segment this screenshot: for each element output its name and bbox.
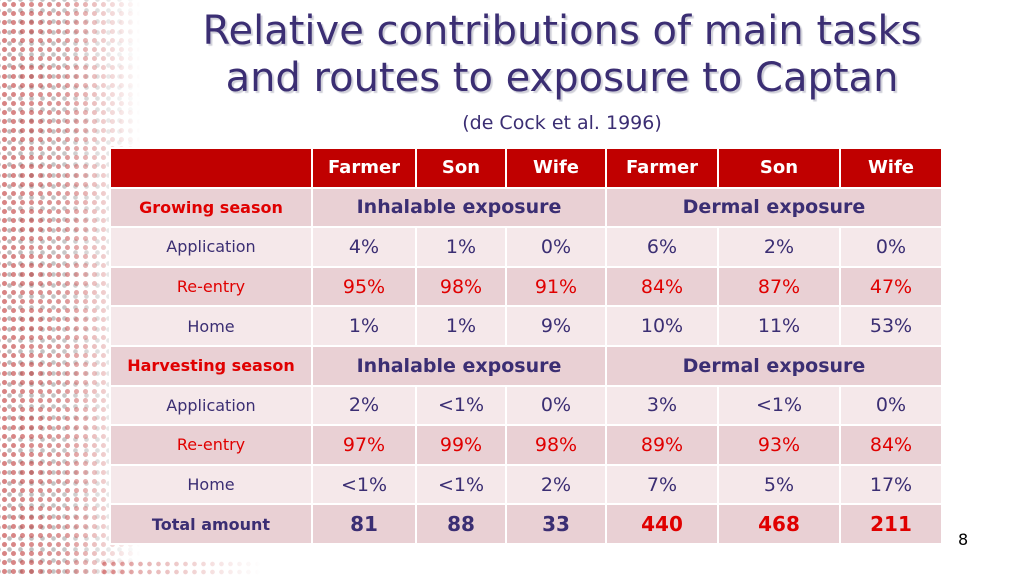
- table-row: Application 4% 1% 0% 6% 2% 0%: [109, 226, 943, 268]
- total-cell: 211: [839, 503, 943, 545]
- table-cell: 5%: [717, 463, 841, 506]
- table-row: Home 1% 1% 9% 10% 11% 53%: [109, 305, 943, 347]
- table-cell: <1%: [311, 463, 417, 506]
- row-label: Re-entry: [109, 424, 313, 466]
- table-cell: 84%: [605, 265, 719, 308]
- harvesting-season-row: Harvesting season Inhalable exposure Der…: [109, 344, 943, 387]
- table-cell: 91%: [505, 265, 607, 308]
- table-cell: 93%: [717, 424, 841, 466]
- table-cell: 84%: [839, 424, 943, 466]
- decorative-dot-pattern-bottom: [100, 560, 260, 576]
- table-cell: <1%: [717, 384, 841, 427]
- header-son-inhalable: Son: [415, 147, 507, 189]
- table-cell: 2%: [505, 463, 607, 506]
- total-cell: 81: [311, 503, 417, 545]
- title-line-2: and routes to exposure to Captan: [225, 55, 899, 101]
- table-cell: 6%: [605, 226, 719, 268]
- table-cell: 10%: [605, 305, 719, 347]
- row-label: Re-entry: [109, 265, 313, 308]
- growing-season-row: Growing season Inhalable exposure Dermal…: [109, 186, 943, 229]
- header-wife-dermal: Wife: [839, 147, 943, 189]
- table-row: Re-entry 95% 98% 91% 84% 87% 47%: [109, 265, 943, 308]
- table-header-row: Farmer Son Wife Farmer Son Wife: [109, 147, 943, 189]
- row-label: Home: [109, 305, 313, 347]
- total-row: Total amount 81 88 33 440 468 211: [109, 503, 943, 545]
- total-cell: 33: [505, 503, 607, 545]
- slide-title: Relative contributions of main tasks and…: [140, 8, 984, 102]
- table-cell: 9%: [505, 305, 607, 347]
- table-cell: 53%: [839, 305, 943, 347]
- header-wife-inhalable: Wife: [505, 147, 607, 189]
- table-cell: 4%: [311, 226, 417, 268]
- table-cell: 0%: [839, 384, 943, 427]
- table-cell: 1%: [415, 226, 507, 268]
- harvesting-dermal-group: Dermal exposure: [605, 344, 943, 387]
- table-cell: 0%: [505, 226, 607, 268]
- table-row: Re-entry 97% 99% 98% 89% 93% 84%: [109, 424, 943, 466]
- growing-inhalable-group: Inhalable exposure: [311, 186, 607, 229]
- growing-dermal-group: Dermal exposure: [605, 186, 943, 229]
- page-number: 8: [958, 530, 969, 549]
- table-cell: 47%: [839, 265, 943, 308]
- table-cell: 98%: [415, 265, 507, 308]
- table-cell: 98%: [505, 424, 607, 466]
- title-line-1: Relative contributions of main tasks: [202, 8, 922, 54]
- growing-season-label: Growing season: [109, 186, 313, 229]
- row-label: Home: [109, 463, 313, 506]
- table-cell: 89%: [605, 424, 719, 466]
- table-cell: 2%: [311, 384, 417, 427]
- row-label: Application: [109, 384, 313, 427]
- table-row: Application 2% <1% 0% 3% <1% 0%: [109, 384, 943, 427]
- total-cell: 88: [415, 503, 507, 545]
- table-cell: 95%: [311, 265, 417, 308]
- table-cell: 87%: [717, 265, 841, 308]
- table-cell: 11%: [717, 305, 841, 347]
- table-cell: 97%: [311, 424, 417, 466]
- total-label: Total amount: [109, 503, 313, 545]
- table-cell: <1%: [415, 463, 507, 506]
- header-cell-blank: [109, 147, 313, 189]
- table-cell: 17%: [839, 463, 943, 506]
- table-cell: 1%: [311, 305, 417, 347]
- table-row: Home <1% <1% 2% 7% 5% 17%: [109, 463, 943, 506]
- total-cell: 468: [717, 503, 841, 545]
- row-label: Application: [109, 226, 313, 268]
- table-cell: 3%: [605, 384, 719, 427]
- table-cell: 0%: [839, 226, 943, 268]
- slide-subtitle: (de Cock et al. 1996): [462, 112, 662, 134]
- exposure-table: Farmer Son Wife Farmer Son Wife Growing …: [109, 147, 943, 545]
- table-cell: 2%: [717, 226, 841, 268]
- header-son-dermal: Son: [717, 147, 841, 189]
- table-cell: 1%: [415, 305, 507, 347]
- header-farmer-inhalable: Farmer: [311, 147, 417, 189]
- table-cell: <1%: [415, 384, 507, 427]
- harvesting-inhalable-group: Inhalable exposure: [311, 344, 607, 387]
- header-farmer-dermal: Farmer: [605, 147, 719, 189]
- table-cell: 0%: [505, 384, 607, 427]
- total-cell: 440: [605, 503, 719, 545]
- table-cell: 99%: [415, 424, 507, 466]
- table-cell: 7%: [605, 463, 719, 506]
- harvesting-season-label: Harvesting season: [109, 344, 313, 387]
